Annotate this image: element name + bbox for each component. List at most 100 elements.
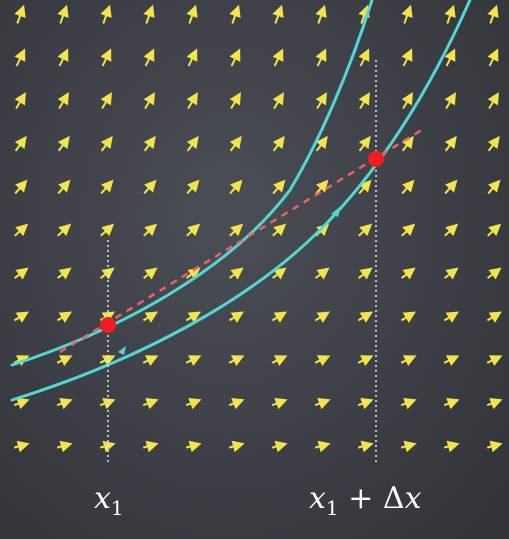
point-at-x1-plus-dx [368,151,384,167]
slope-arrow-icon [13,440,30,453]
slope-arrow-icon [401,92,413,110]
slope-arrow-icon [99,398,116,410]
slope-arrow-icon [100,135,113,152]
slope-arrow-icon [100,223,115,237]
slope-arrow-icon [487,48,499,67]
slope-arrow-icon [357,311,374,323]
slope-arrow-icon [229,48,241,67]
slope-arrow-icon [444,92,456,110]
slope-arrow-icon [443,267,459,280]
slope-arrow-icon [56,355,73,367]
slope-arrow-icon [400,355,417,367]
slope-arrow-icon [401,135,414,152]
slope-arrow-icon [271,440,288,453]
slope-arrow-icon [357,267,373,280]
slope-arrow-icon [99,355,116,367]
slope-arrow-icon [272,4,284,24]
slope-arrow-icon [487,223,502,237]
slope-arrow-icon [315,48,327,67]
flow-arrow-icon [118,346,126,355]
slope-arrow-icon [56,440,73,453]
slope-arrow-icon [400,267,416,280]
slope-arrow-icon [272,179,286,195]
slope-arrow-icon [443,398,460,410]
slope-arrow-icon [143,4,155,24]
slope-arrow-icon [358,48,370,67]
slope-arrow-icon [143,179,157,195]
slope-arrow-icon [486,440,503,453]
slope-arrow-icon [229,4,241,24]
slope-arrow-icon [357,398,374,410]
slope-arrow-icon [185,440,202,453]
slope-arrow-icon [228,267,244,280]
slope-arrow-icon [57,4,69,24]
slope-arrow-icon [314,311,331,323]
slope-arrow-icon [487,135,500,152]
slope-arrow-icon [444,135,457,152]
slope-arrow-icon [358,223,373,237]
slope-arrow-icon [486,311,503,323]
slope-arrow-icon [143,48,155,67]
secant-line [59,126,426,354]
slope-arrow-icon [56,311,73,323]
slope-arrow-icon [228,398,245,410]
slope-arrow-icon [357,440,374,453]
slope-arrow-icon [486,267,502,280]
slope-arrow-icon [185,267,201,280]
slope-arrow-icon [142,398,159,410]
slope-arrow-icon [99,440,116,453]
slope-arrow-icon [229,179,243,195]
slope-arrow-icon [443,355,460,367]
slope-arrow-icon [229,135,242,152]
slope-arrow-icon [271,267,287,280]
slope-arrow-icon [357,355,374,367]
slope-arrow-icon [14,223,29,237]
slope-arrow-icon [100,4,112,24]
slope-arrow-icon [358,4,370,24]
slope-arrow-icon [57,223,72,237]
slope-arrow-icon [315,92,327,110]
slope-arrow-icon [271,355,288,367]
slope-arrow-icon [487,179,501,195]
slope-arrow-icon [486,355,503,367]
slope-arrow-icon [13,267,29,280]
slope-arrow-icon [401,48,413,67]
slope-arrow-icon [400,311,417,323]
slope-arrow-icon [358,92,370,110]
slope-arrow-icon [314,267,330,280]
slope-arrow-icon [185,311,202,323]
slope-arrow-icon [142,311,159,323]
slope-arrow-icon [228,440,245,453]
slope-arrow-icon [444,4,456,24]
slope-arrow-icon [229,92,241,110]
slope-arrow-icon [444,223,459,237]
slope-arrow-icon [400,440,417,453]
slope-arrow-icon [99,267,115,280]
slope-arrow-icon [143,223,158,237]
slope-arrow-icon [315,4,327,24]
slope-arrow-icon [314,440,331,453]
slope-arrow-icon [314,398,331,410]
slope-arrow-icon [186,92,198,110]
slope-arrow-icon [229,223,244,237]
slope-arrow-icon [99,311,116,323]
slope-arrow-icon [228,311,245,323]
slope-arrow-icon [272,48,284,67]
point-at-x1 [100,317,116,333]
slope-arrow-icon [143,135,156,152]
slope-arrow-icon [401,4,413,24]
slope-arrow-icon [444,48,456,67]
slope-arrow-icon [400,398,417,410]
slope-arrow-icon [186,4,198,24]
slope-arrow-icon [13,355,30,367]
slope-arrow-icon [14,92,26,110]
slope-arrow-icon [487,4,499,24]
label-x1: x1 [94,481,124,520]
slope-arrow-icon [315,179,329,195]
slope-arrow-icon [272,135,285,152]
slope-arrow-icon [401,179,415,195]
slope-arrow-icon [487,92,499,110]
slope-arrow-icon [14,48,26,67]
